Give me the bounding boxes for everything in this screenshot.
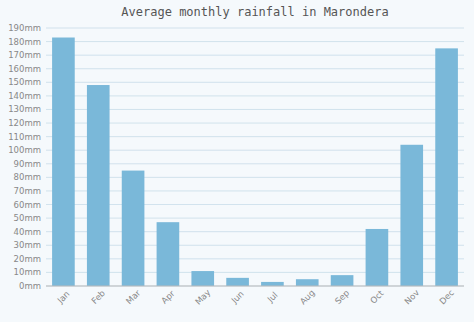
- x-tick-label: Jun: [229, 289, 246, 306]
- y-tick-label: 90mm: [14, 159, 41, 169]
- x-tick-label: Sep: [333, 288, 351, 306]
- y-tick-label: 70mm: [14, 186, 41, 196]
- x-tick-label: Dec: [437, 287, 456, 306]
- y-tick-label: 10mm: [14, 267, 41, 277]
- bar: [400, 145, 423, 286]
- y-tick-label: 40mm: [14, 227, 41, 237]
- bar: [366, 229, 389, 286]
- y-axis: 0mm 10mm 20mm 30mm 40mm 50mm 60mm 70mm 80mm 90mm 1…: [8, 23, 41, 291]
- y-tick-label: 50mm: [14, 213, 41, 223]
- y-tick-label: 110mm: [8, 132, 41, 142]
- y-tick-label: 20mm: [14, 254, 41, 264]
- y-tick-label: 0mm: [19, 281, 41, 291]
- x-tick-label: Aug: [298, 288, 317, 307]
- x-tick-label: Apr: [159, 288, 177, 306]
- bars: [52, 38, 458, 286]
- y-tick-label: 130mm: [8, 104, 41, 114]
- x-axis: Jan Feb Mar Apr May Jun Jul Aug Sep Oct Nov Dec: [55, 287, 457, 307]
- x-tick-label: Oct: [368, 288, 386, 306]
- y-tick-label: 180mm: [8, 37, 41, 47]
- y-tick-label: 120mm: [8, 118, 41, 128]
- bar: [87, 85, 110, 286]
- y-tick-label: 60mm: [14, 200, 41, 210]
- title: Average monthly rainfall in Marondera: [121, 5, 388, 19]
- y-tick-label: 160mm: [8, 64, 41, 74]
- bar: [261, 282, 284, 286]
- grid-line: [46, 286, 464, 287]
- x-axis-line: [46, 286, 464, 287]
- grid-line: [46, 82, 464, 83]
- bar: [157, 222, 180, 286]
- bar: [226, 278, 249, 286]
- x-tick-label: May: [193, 287, 213, 307]
- bar: [435, 48, 458, 286]
- y-tick-label: 30mm: [14, 240, 41, 250]
- grid-line: [46, 68, 464, 69]
- y-tick-label: 140mm: [8, 91, 41, 101]
- grid-line: [46, 55, 464, 56]
- x-tick-label: Mar: [124, 287, 143, 306]
- y-tick-label: 170mm: [8, 50, 41, 60]
- x-tick-label: Jul: [265, 290, 280, 305]
- background: [0, 0, 474, 322]
- y-tick-label: 190mm: [8, 23, 41, 33]
- bar: [122, 171, 145, 286]
- bar: [331, 275, 354, 286]
- bar: [191, 271, 214, 286]
- x-tick-label: Jan: [55, 289, 72, 306]
- y-tick-label: 80mm: [14, 172, 41, 182]
- grid-line: [46, 28, 464, 29]
- x-tick-label: Nov: [402, 288, 421, 307]
- chart: Average monthly rainfall in Marondera 0mm…: [0, 0, 474, 322]
- grid: [46, 28, 464, 286]
- bar: [52, 38, 75, 286]
- y-tick-label: 150mm: [8, 77, 41, 87]
- grid-line: [46, 41, 464, 42]
- x-tick-label: Feb: [89, 288, 107, 306]
- bar: [296, 279, 319, 286]
- y-tick-label: 100mm: [8, 145, 41, 155]
